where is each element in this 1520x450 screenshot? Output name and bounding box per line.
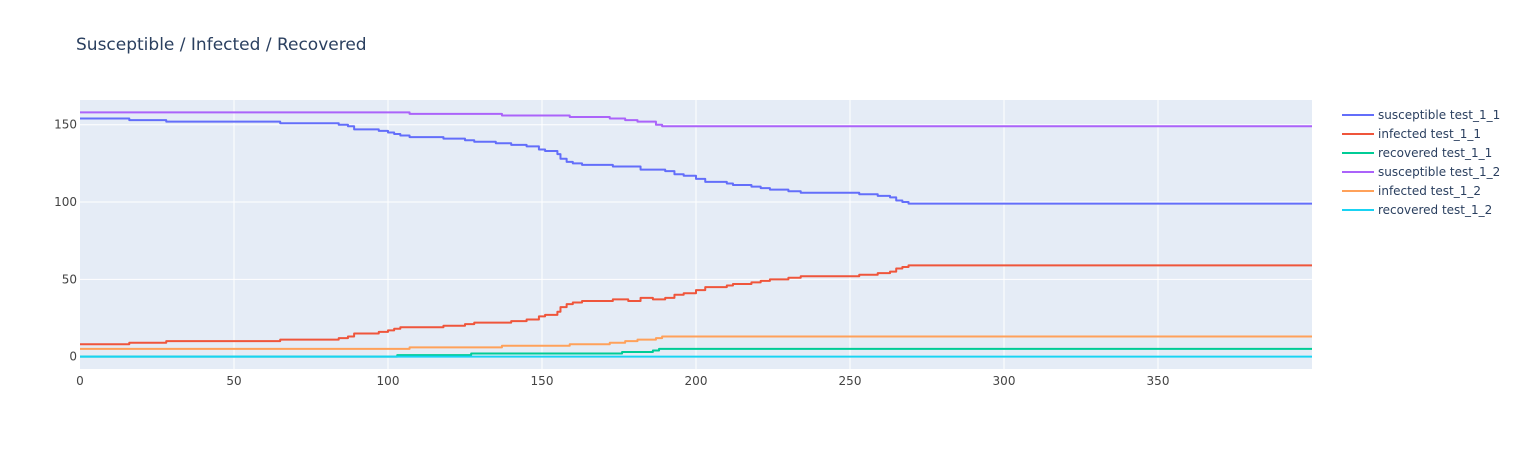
y-tick-label: 0 — [69, 350, 77, 364]
series-lines[interactable] — [80, 111, 1312, 358]
x-axis: 0 50 100 150 200 250 300 350 — [76, 374, 1169, 388]
x-tick-label: 200 — [685, 374, 708, 388]
series-line-susceptible-test-1-2[interactable] — [80, 111, 1312, 128]
legend-item[interactable]: susceptible test_1_2 — [1342, 165, 1500, 179]
legend-label: infected test_1_2 — [1378, 184, 1481, 198]
legend-label: recovered test_1_2 — [1378, 203, 1492, 217]
x-tick-label: 50 — [226, 374, 241, 388]
legend-item[interactable]: recovered test_1_2 — [1342, 203, 1492, 217]
series-line-susceptible-test-1-1[interactable] — [80, 117, 1312, 205]
legend-label: susceptible test_1_1 — [1378, 108, 1500, 122]
legend-label: susceptible test_1_2 — [1378, 165, 1500, 179]
x-tick-label: 100 — [377, 374, 400, 388]
series-line-infected-test-1-1[interactable] — [80, 264, 1312, 346]
y-tick-label: 100 — [54, 195, 77, 209]
legend-item[interactable]: infected test_1_1 — [1342, 127, 1481, 141]
y-tick-label: 150 — [54, 118, 77, 132]
x-tick-label: 300 — [993, 374, 1016, 388]
y-tick-label: 50 — [62, 272, 77, 286]
x-tick-label: 150 — [531, 374, 554, 388]
legend-label: recovered test_1_1 — [1378, 146, 1492, 160]
chart-title: Susceptible / Infected / Recovered — [76, 35, 367, 55]
y-axis: 0 50 100 150 — [54, 118, 77, 364]
legend-item[interactable]: susceptible test_1_1 — [1342, 108, 1500, 122]
series-line-recovered-test-1-1[interactable] — [80, 347, 1312, 358]
legend-item[interactable]: infected test_1_2 — [1342, 184, 1481, 198]
legend[interactable]: susceptible test_1_1 infected test_1_1rec… — [1342, 108, 1500, 217]
x-tick-label: 250 — [839, 374, 862, 388]
x-tick-label: 0 — [76, 374, 84, 388]
legend-item[interactable]: recovered test_1_1 — [1342, 146, 1492, 160]
series-line-infected-test-1-2[interactable] — [80, 335, 1312, 350]
x-tick-label: 350 — [1147, 374, 1170, 388]
legend-label: infected test_1_1 — [1378, 127, 1481, 141]
